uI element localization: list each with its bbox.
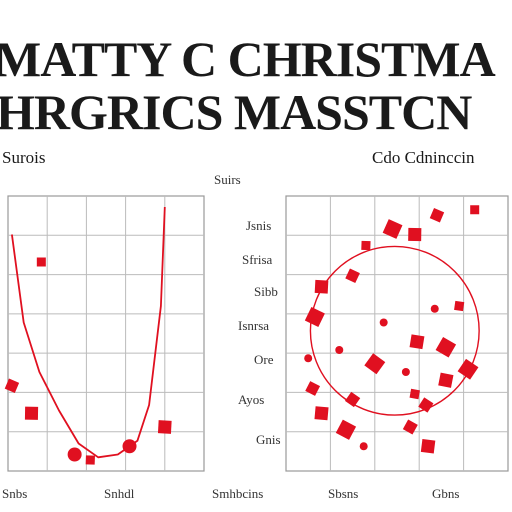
ring-curve (309, 245, 480, 416)
data-point (24, 406, 39, 420)
data-point (429, 208, 445, 223)
center-header: Suirs (214, 172, 241, 187)
data-point (379, 318, 388, 327)
data-point (382, 219, 403, 239)
data-point (304, 306, 325, 328)
data-point (335, 419, 357, 440)
data-point (409, 334, 425, 350)
tick-label: Gnis (256, 432, 281, 447)
series-line (11, 206, 166, 459)
plot-frame (7, 195, 205, 472)
bottom-label: Smhbcins (212, 486, 264, 501)
data-point (470, 205, 480, 215)
tick-label: Sibb (254, 284, 278, 299)
data-point (430, 304, 439, 313)
tick-label: Ayos (238, 392, 265, 407)
bottom-label: Gbns (432, 486, 460, 501)
data-point (314, 279, 329, 294)
data-point (408, 227, 422, 242)
data-point (4, 378, 20, 393)
data-point (435, 337, 457, 358)
data-point (359, 442, 368, 451)
tick-label: Ore (254, 352, 274, 367)
data-point (67, 447, 82, 462)
data-point (409, 388, 420, 400)
data-point (305, 381, 321, 396)
left-plot (4, 195, 205, 472)
data-point (420, 439, 436, 454)
data-point (457, 358, 479, 380)
data-point (157, 420, 172, 434)
data-point (401, 368, 410, 376)
data-point (438, 372, 454, 388)
chart-title-line-1: MATTY C CHRISTMA (0, 31, 496, 87)
data-point (364, 353, 386, 375)
bottom-label: Snbs (2, 486, 28, 501)
tick-label: Sfrisa (242, 252, 273, 267)
data-point (361, 240, 371, 251)
bottom-label: Sbsns (328, 486, 359, 501)
data-point (335, 346, 344, 354)
data-point (402, 419, 418, 435)
data-point (314, 406, 329, 421)
tick-label: Jsnis (246, 218, 272, 233)
data-point (36, 257, 46, 267)
data-point (122, 439, 137, 454)
plot-frame (285, 195, 509, 472)
tick-label: Isnrsa (238, 318, 270, 333)
data-point (85, 455, 95, 465)
right-chart-subtitle: Cdo Cdninccin (372, 148, 475, 167)
data-point (345, 268, 360, 284)
data-point (304, 354, 313, 363)
right-plot (285, 195, 509, 472)
left-chart-subtitle: Surois (2, 148, 46, 167)
data-point (344, 391, 361, 408)
data-point (418, 397, 434, 413)
bottom-label: Snhdl (104, 486, 135, 501)
data-point (454, 300, 465, 312)
chart-title-line-2: HRGRICS MASSTCN (0, 84, 472, 140)
